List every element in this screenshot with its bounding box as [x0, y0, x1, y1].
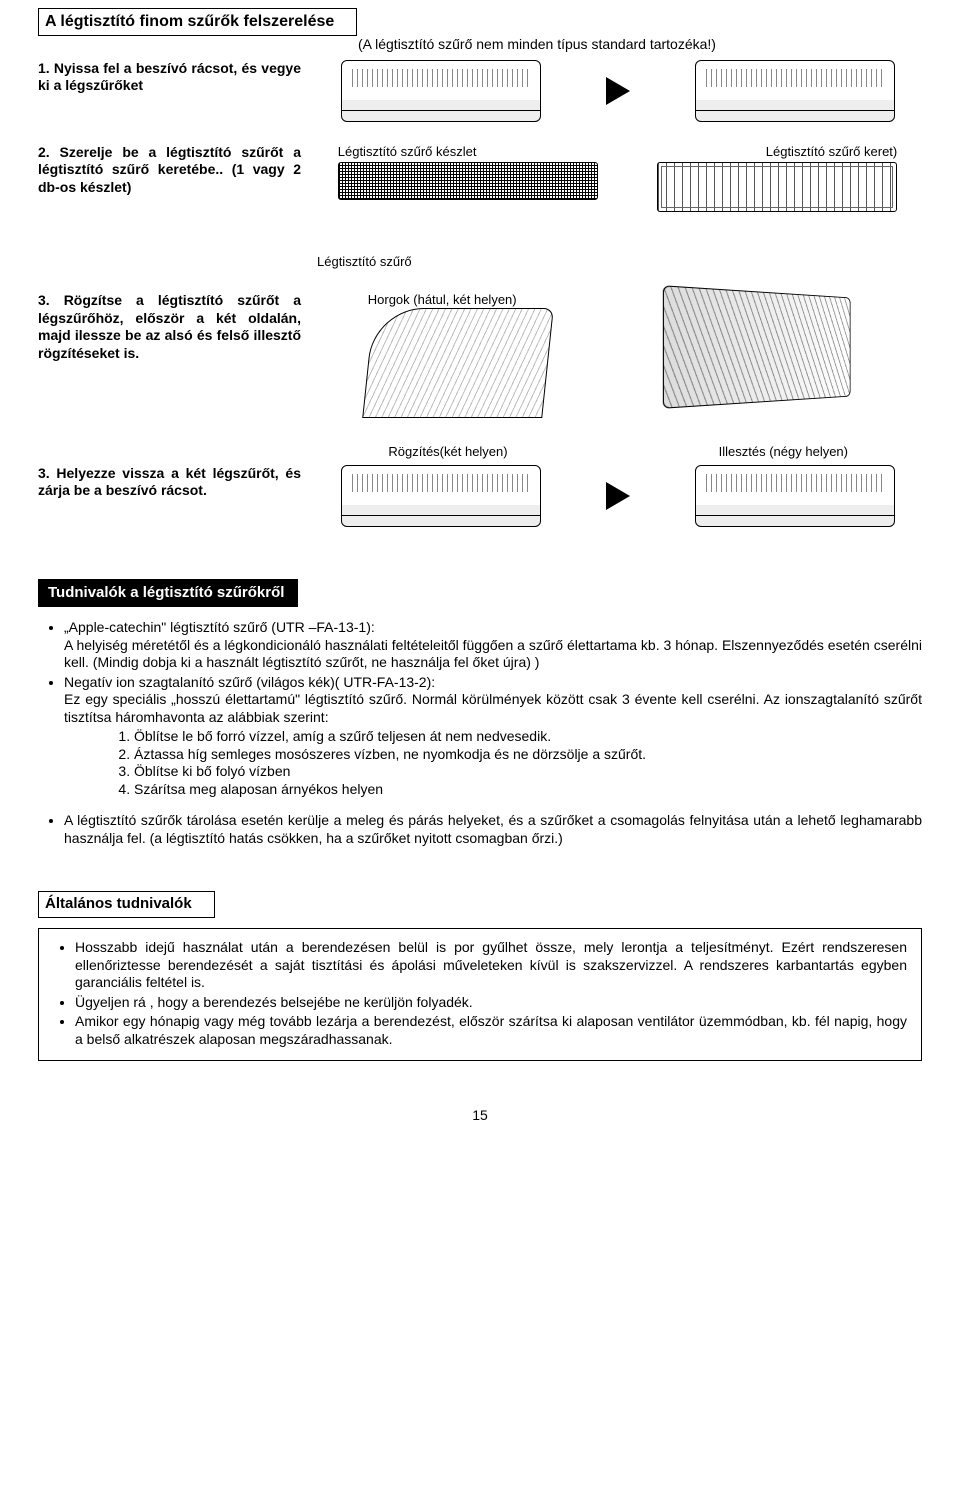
sub-step1: Öblítse le bő forró vízzel, amíg a szűrő… [134, 728, 922, 746]
sub-step4: Szárítsa meg alaposan árnyékos helyen [134, 781, 922, 799]
ac-unit-filter-out-diagram [695, 60, 895, 122]
section1-title: A légtisztító finom szűrők felszerelése [38, 8, 357, 36]
hooks-caption: Horgok (hátul, két helyen) [368, 292, 517, 308]
step4-caption-row: Rögzítés(két helyen) Illesztés (négy hel… [328, 444, 922, 460]
step4-row: 3. Helyezze vissza a két légszűrőt, és z… [38, 465, 922, 527]
list-item: Amikor egy hónapig vagy még tovább lezár… [75, 1013, 907, 1048]
step3-row: 3. Rögzítse a légtisztító szűrőt a légsz… [38, 292, 922, 418]
filter-mesh-diagram [338, 162, 598, 200]
bullet1-body: A helyiség méretétől és a légkondicionál… [64, 637, 922, 672]
filter-frame-col: Légtisztító szűrő keret) [657, 144, 897, 212]
section-filter-info: Tudnivalók a légtisztító szűrőkről „Appl… [38, 579, 922, 848]
sub-steps: Öblítse le bő forró vízzel, amíg a szűrő… [64, 728, 922, 798]
ac-unit-reinsert-diagram [341, 465, 541, 527]
ac-unit-closed-diagram [695, 465, 895, 527]
section-filter-install: A légtisztító finom szűrők felszerelése … [38, 8, 922, 527]
caption-fit: Illesztés (négy helyen) [608, 444, 848, 460]
step1-text: 1. Nyissa fel a beszívó rácsot, és vegye… [38, 60, 313, 122]
bullet1-lead: „Apple-catechin" légtisztító szűrő (UTR … [64, 619, 375, 635]
section2-list: „Apple-catechin" légtisztító szűrő (UTR … [38, 619, 922, 798]
caption-fix: Rögzítés(két helyen) [328, 444, 568, 460]
list-item: Negatív ion szagtalanító szűrő (világos … [64, 674, 922, 799]
ac-unit-open-diagram [341, 60, 541, 122]
step3-text: 3. Rögzítse a légtisztító szűrőt a légsz… [38, 292, 313, 418]
section2-list2: A légtisztító szűrők tárolása esetén ker… [38, 812, 922, 847]
section2-title: Tudnivalók a légtisztító szűrőkről [38, 579, 298, 608]
filter-mesh-col: Légtisztító szűrő készlet [338, 144, 598, 200]
list-item: Hosszabb idejű használat után a berendez… [75, 939, 907, 992]
list-item: Ügyeljen rá , hogy a berendezés belsejéb… [75, 994, 907, 1012]
section1-subhead: (A légtisztító szűrő nem minden típus st… [358, 36, 922, 54]
section3-title: Általános tudnivalók [38, 891, 215, 918]
bullet2-lead: Negatív ion szagtalanító szűrő (világos … [64, 674, 435, 690]
bullet2-body: Ez egy speciális „hosszú élettartamú" lé… [64, 691, 922, 726]
step3-graphic: Horgok (hátul, két helyen) [313, 292, 922, 418]
section3-list: Hosszabb idejű használat után a berendez… [53, 939, 907, 1048]
general-box: Hosszabb idejű használat után a berendez… [38, 928, 922, 1061]
section-general: Általános tudnivalók Hosszabb idejű hasz… [38, 891, 922, 1061]
bullet3: A légtisztító szűrők tárolása esetén ker… [64, 812, 922, 846]
filter-back-diagram [663, 285, 851, 409]
step4-text: 3. Helyezze vissza a két légszűrőt, és z… [38, 465, 313, 527]
step4-graphic [313, 465, 922, 527]
step1-row: 1. Nyissa fel a beszívó rácsot, és vegye… [38, 60, 922, 122]
arrow-right-icon-2 [606, 482, 630, 510]
step2-graphic: Légtisztító szűrő készlet Légtisztító sz… [313, 144, 922, 212]
sub-step3: Öblítse ki bő folyó vízben [134, 763, 922, 781]
page-number: 15 [38, 1107, 922, 1125]
arrow-right-icon [606, 77, 630, 105]
step1-graphic [313, 60, 922, 122]
filter-bend-col: Horgok (hátul, két helyen) [368, 292, 548, 418]
filter-bend-diagram [362, 308, 554, 418]
filter-frame-label: Légtisztító szűrő keret) [766, 144, 898, 160]
step2-text: 2. Szerelje be a légtisztító szűrőt a lé… [38, 144, 313, 212]
step2-bottom-label-row: Légtisztító szűrő [38, 212, 922, 270]
list-item: „Apple-catechin" légtisztító szűrő (UTR … [64, 619, 922, 672]
filter-frame-diagram [657, 162, 897, 212]
list-item: A légtisztító szűrők tárolása esetén ker… [64, 812, 922, 847]
filter-mesh-label: Légtisztító szűrő készlet [338, 144, 477, 160]
sub-step2: Áztassa híg semleges mosószeres vízben, … [134, 746, 922, 764]
filter-bottom-label: Légtisztító szűrő [317, 254, 412, 270]
step2-row: 2. Szerelje be a légtisztító szűrőt a lé… [38, 144, 922, 212]
